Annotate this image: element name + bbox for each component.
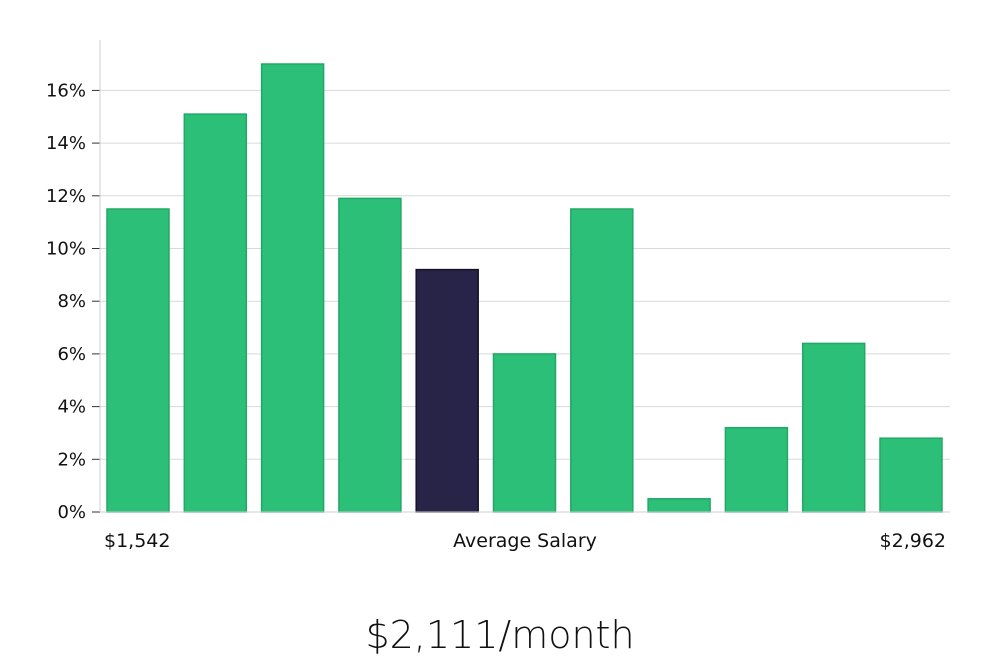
y-tick-label: 4% [57, 397, 86, 418]
bar [260, 63, 325, 513]
x-max-label: $2,962 [880, 530, 946, 552]
labels: $1,542 Average Salary $2,962 $2,111/mont… [104, 530, 946, 657]
bar [647, 498, 711, 513]
x-axis-title: Average Salary [453, 530, 597, 552]
y-tick-label: 6% [57, 344, 86, 365]
bar [492, 353, 557, 513]
y-tick-label: 14% [46, 133, 86, 154]
y-tick-label: 10% [46, 239, 86, 260]
y-tick-label: 12% [46, 186, 86, 207]
bars [106, 63, 943, 513]
y-tick-label: 8% [57, 291, 86, 312]
bar [183, 113, 248, 513]
bar [106, 208, 170, 513]
axes: 0% 2% 4% 6% 8% 10% 12% 14% 16% [46, 40, 950, 523]
y-tick-label: 0% [57, 502, 86, 523]
x-min-label: $1,542 [104, 530, 170, 552]
average-salary-headline: $2,111/month [365, 613, 634, 657]
y-tick-label: 16% [46, 80, 86, 101]
y-tick-label: 2% [57, 449, 86, 470]
bar [879, 437, 943, 513]
bar [801, 342, 866, 513]
bar [570, 208, 634, 513]
bar-highlighted [415, 268, 479, 513]
bar [338, 197, 402, 513]
bar [724, 426, 789, 513]
